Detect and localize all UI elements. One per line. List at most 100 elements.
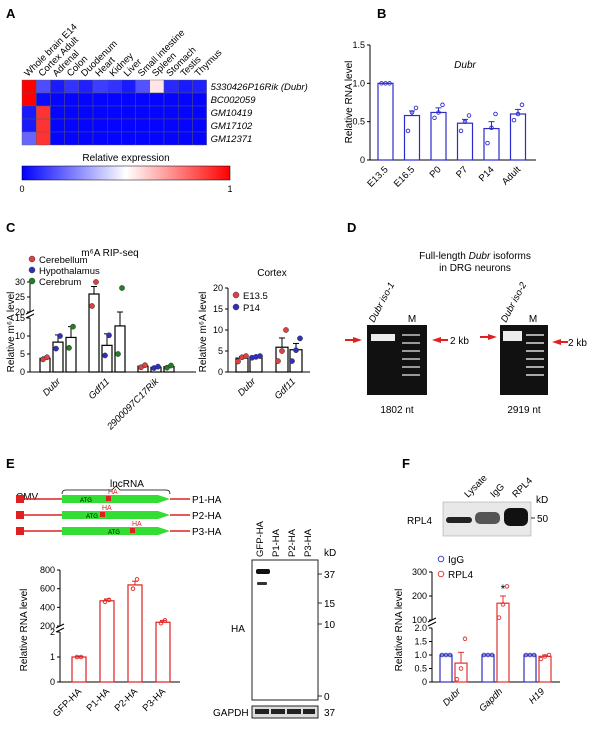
data-point xyxy=(134,577,140,582)
x-tick-label: 2900097C17Rik xyxy=(104,375,162,433)
data-point xyxy=(454,677,460,682)
blot-lane-label: P1-HA xyxy=(271,528,282,557)
x-tick-label: P2-HA xyxy=(113,686,141,714)
significance-star: * xyxy=(501,582,506,596)
construct-label: P2-HA xyxy=(192,511,222,522)
ha-band-gfp-lower xyxy=(257,582,267,585)
heatmap-cell xyxy=(163,118,179,133)
kd-tick-label: 15 xyxy=(324,599,336,610)
data-point xyxy=(405,128,411,134)
data-point xyxy=(232,303,240,311)
x-tick-label: E13.5 xyxy=(365,164,390,189)
heatmap-cell xyxy=(135,92,151,107)
colorbar-max: 1 xyxy=(227,184,232,194)
y-axis-label: Relative RNA level xyxy=(19,589,30,672)
heatmap-cell xyxy=(50,118,65,133)
data-point xyxy=(275,358,281,364)
heatmap-cell xyxy=(64,92,79,107)
y-tick-label: 1.0 xyxy=(414,650,427,660)
bar xyxy=(127,584,143,683)
gapdh-bands xyxy=(255,709,315,714)
y-tick-label: 15 xyxy=(213,304,223,314)
gel1-left-arrow xyxy=(353,337,362,343)
y-tick-label: 15 xyxy=(15,313,25,323)
heatmap-cell xyxy=(135,79,151,94)
data-point xyxy=(235,358,241,365)
heatmap-cell xyxy=(192,131,207,146)
heatmap-cell xyxy=(106,131,122,146)
data-point xyxy=(409,110,415,115)
y-tick-label: 1.5 xyxy=(352,40,365,50)
bar xyxy=(71,656,87,683)
x-tick-label: E16.5 xyxy=(392,164,417,189)
colorbar-min: 0 xyxy=(19,184,24,194)
data-point xyxy=(257,353,263,359)
heatmap-cell xyxy=(78,131,94,146)
heatmap-cell xyxy=(50,131,65,146)
data-point xyxy=(119,285,125,291)
ha-tag-label: HA xyxy=(108,489,118,496)
legend-label: IgG xyxy=(448,555,464,566)
heatmap-cell xyxy=(177,118,193,133)
heatmap-cell xyxy=(135,131,151,146)
x-tick-label: Dubr xyxy=(41,376,64,399)
gel-subtitle: in DRG neurons xyxy=(439,263,511,274)
heatmap-cell xyxy=(78,118,94,133)
chart-title: m⁶A RIP-seq xyxy=(81,248,138,259)
heatmap-cell xyxy=(64,118,79,133)
gene-label: GM12371 xyxy=(211,134,253,145)
data-point xyxy=(162,618,168,623)
ha-tag xyxy=(106,496,111,501)
legend-label: Hypothalamus xyxy=(39,266,100,277)
data-point xyxy=(78,654,84,660)
y-tick-label: 30 xyxy=(15,277,25,287)
heatmap-cell xyxy=(177,131,193,146)
bar xyxy=(65,336,77,373)
heatmap-cell xyxy=(192,118,207,133)
y-tick-label: 0 xyxy=(218,367,223,377)
y-axis-label: Relative m⁶A level xyxy=(6,292,17,373)
heatmap-cell xyxy=(149,105,165,120)
data-point xyxy=(106,332,112,339)
heatmap-cell xyxy=(149,131,165,146)
gel1-size-label: 2 kb xyxy=(450,336,469,347)
data-point xyxy=(289,358,295,364)
data-point xyxy=(462,636,468,642)
heatmap-cell xyxy=(192,105,207,120)
legend-label: E13.5 xyxy=(243,291,268,302)
data-point xyxy=(283,327,289,333)
blot-lane-label: RPL4 xyxy=(510,476,535,501)
gene-label: GM17102 xyxy=(211,121,253,132)
gel2-ladder xyxy=(526,334,544,376)
ha-blot-image xyxy=(251,559,319,701)
gel2-right-arrow xyxy=(552,339,561,345)
bar xyxy=(454,662,468,683)
rpl4-band-lysate xyxy=(446,517,472,523)
bar xyxy=(538,655,552,683)
y-tick-label: 1.5 xyxy=(414,637,427,647)
y-tick-label: 400 xyxy=(40,602,55,612)
cmv-promoter xyxy=(16,511,24,519)
panel-b-chart: Dubr 0 0.5 1.0 1.5 Relative RNA level E13.5 E16… xyxy=(344,40,536,190)
heatmap-cell xyxy=(92,131,108,146)
heatmap-cell xyxy=(21,92,37,107)
x-tick-label: Dubr xyxy=(236,376,259,399)
blot-lane-label: GFP-HA xyxy=(255,520,266,557)
y-tick-label: 2 xyxy=(50,627,55,637)
heatmap-cell xyxy=(36,92,51,107)
x-tick-label: P7 xyxy=(454,164,470,180)
legend-label: Cerebrum xyxy=(39,277,81,288)
data-point xyxy=(436,110,441,115)
heatmap-cell xyxy=(64,79,79,94)
data-point xyxy=(489,125,494,131)
panel-a-heatmap: 5330426P16Rik (Dubr) BC002059 GM10419 GM171… xyxy=(21,22,308,146)
colorbar xyxy=(21,165,231,181)
data-point xyxy=(519,102,525,108)
heatmap-cell xyxy=(149,92,165,107)
gel2-marker-label: M xyxy=(529,314,537,325)
data-point xyxy=(158,620,164,626)
